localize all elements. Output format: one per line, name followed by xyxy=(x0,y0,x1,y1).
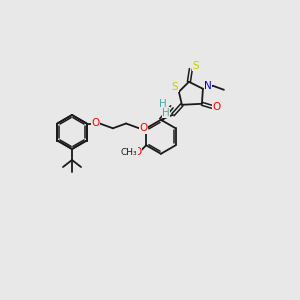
Text: O: O xyxy=(213,102,221,112)
Text: N: N xyxy=(204,81,212,91)
Text: O: O xyxy=(92,118,100,128)
Text: O: O xyxy=(133,147,141,157)
Text: S: S xyxy=(193,61,199,71)
Text: H: H xyxy=(162,108,170,118)
Text: CH₃: CH₃ xyxy=(121,148,137,157)
Text: O: O xyxy=(139,123,147,133)
Text: S: S xyxy=(172,82,178,92)
Text: H: H xyxy=(159,99,167,109)
